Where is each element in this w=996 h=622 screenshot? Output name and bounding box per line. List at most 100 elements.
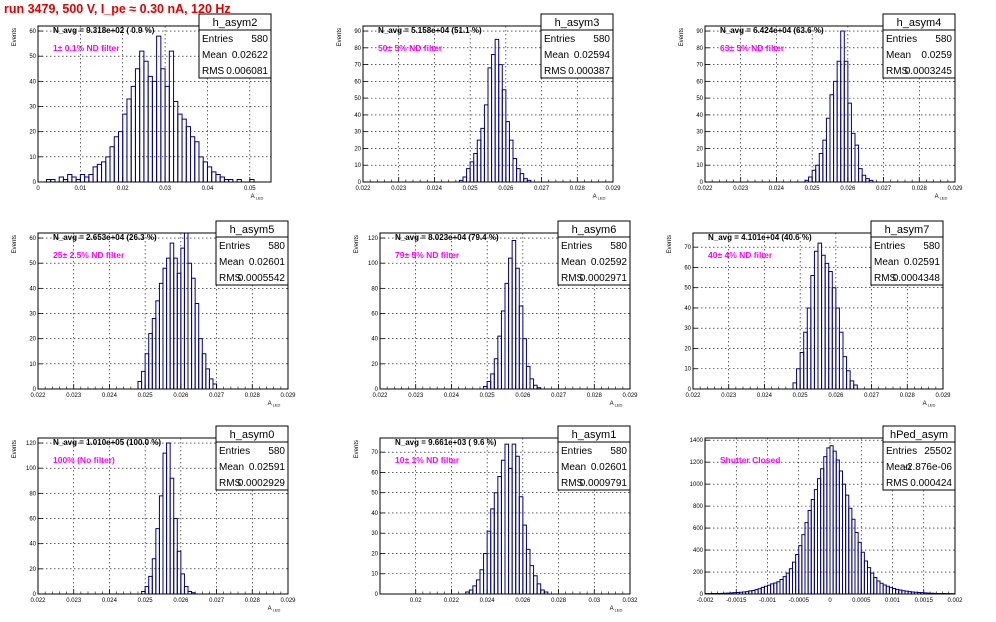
stats-value: 0.0002929: [238, 478, 286, 489]
stats-box: h_asym3 Entries 580 Mean 0.02594 RMS 0.000387: [540, 13, 614, 79]
x-tick-label: 0.027: [864, 393, 880, 399]
x-tick-label: 0.022: [30, 393, 46, 399]
stats-box-title: h_asym7: [885, 224, 930, 236]
x-tick-label: 0.032: [622, 598, 638, 604]
x-tick-label: 0.022: [685, 393, 701, 399]
stats-value: 580: [268, 446, 285, 457]
y-tick-label: 60: [29, 29, 36, 35]
y-tick-label: 50: [29, 261, 36, 267]
y-tick-label: 50: [696, 96, 703, 102]
stats-key: RMS: [874, 273, 897, 284]
x-tick-label: 0.023: [733, 186, 749, 192]
y-axis: 0 20 40 60 80 100 120: [26, 441, 43, 598]
y-tick-label: 40: [684, 306, 691, 312]
x-tick-label: 0.023: [408, 393, 424, 399]
x-axis: 0.022 0.023 0.024 0.025 0.026 0.027 0.028 0.029: [697, 177, 963, 192]
y-tick-label: 60: [684, 265, 691, 271]
stats-key: Entries: [561, 446, 592, 457]
y-axis-label: Events: [12, 235, 18, 253]
y-tick-label: 60: [29, 517, 36, 523]
y-tick-label: 70: [684, 245, 691, 251]
x-tick-label: 0.028: [245, 393, 261, 399]
y-tick-label: 120: [368, 236, 379, 242]
x-tick-label: 0.002: [947, 598, 963, 604]
stats-box-title: h_asym3: [555, 17, 600, 29]
x-tick-label: 0.023: [721, 393, 737, 399]
y-tick-label: 0: [33, 387, 37, 393]
y-tick-label: 1400: [690, 438, 704, 444]
x-tick-label: 0.024: [102, 598, 118, 604]
n-avg-label: N_avg = 2.653e+04 (26.3 %): [53, 233, 157, 242]
stats-value: 580: [923, 241, 940, 252]
n-avg-label: N_avg = 4.101e+04 (40.6 %): [708, 233, 812, 242]
stats-value: 580: [251, 34, 268, 45]
x-tick-label: 0.026: [515, 393, 531, 399]
y-tick-label: 120: [26, 441, 37, 447]
stats-value: 0.006081: [226, 66, 268, 77]
x-tick-label: 0.02: [410, 598, 422, 604]
y-tick-label: 0: [358, 180, 362, 186]
x-tick-label: 0.026: [828, 393, 844, 399]
stats-value: 0.0259: [921, 50, 952, 61]
x-tick-label: 0.027: [876, 186, 892, 192]
stats-value: 580: [593, 34, 610, 45]
stats-value: 0.02591: [904, 257, 941, 268]
stats-key: Mean: [561, 257, 586, 268]
histogram-bin: [180, 573, 185, 594]
x-axis: 0.022 0.023 0.024 0.025 0.026 0.027 0.028 0.029: [30, 589, 296, 604]
n-avg-label: N_avg = 1.010e+05 (100.0 %): [53, 438, 161, 447]
histogram-bin: [854, 144, 860, 182]
y-tick-label: 80: [354, 46, 361, 52]
y-axis: 0 200 400 600 800 1000 1200 1400: [690, 438, 710, 598]
filter-label: 79± 5% ND filter: [395, 250, 460, 260]
stats-box-title: h_asym0: [230, 429, 275, 441]
x-tick-label: 0.026: [515, 598, 531, 604]
y-tick-label: 0: [700, 592, 704, 598]
y-tick-label: 50: [684, 286, 691, 292]
y-axis-label: Events: [12, 440, 18, 458]
histogram-bins: [458, 38, 532, 182]
y-tick-label: 30: [29, 105, 36, 111]
x-tick-label: 0.029: [280, 598, 296, 604]
y-axis-label: Events: [354, 235, 360, 253]
y-tick-label: 20: [29, 337, 36, 343]
y-tick-label: 60: [371, 470, 378, 476]
filter-label: 25± 2.5% ND filter: [53, 250, 125, 260]
y-axis: 0 20 40 60 80 100 120: [368, 236, 385, 393]
y-tick-label: 60: [696, 79, 703, 85]
stats-value: 0.02601: [249, 257, 286, 268]
n-avg-label: N_avg = 6.424e+04 (63.6 %): [720, 26, 824, 35]
x-axis-label: ALED: [593, 194, 606, 201]
x-tick-label: 0.026: [173, 598, 189, 604]
histogram-bin: [176, 550, 182, 594]
y-tick-label: 0: [688, 387, 692, 393]
stats-key: Entries: [219, 241, 250, 252]
y-tick-label: 30: [696, 130, 703, 136]
x-tick-label: 0.028: [900, 393, 916, 399]
stats-box-frame: [540, 13, 614, 79]
stats-box-title: hPed_asym: [890, 429, 948, 441]
x-axis-label: ALED: [935, 194, 948, 201]
y-tick-label: 10: [684, 367, 691, 373]
y-tick-label: 80: [29, 491, 36, 497]
x-tick-label: 0.029: [605, 186, 621, 192]
stats-key: Mean: [874, 257, 899, 268]
y-tick-label: 20: [371, 551, 378, 557]
y-tick-label: 50: [354, 96, 361, 102]
plot-frame: [37, 25, 272, 183]
stats-value: 0.0004348: [893, 273, 941, 284]
x-tick-label: -0.002: [696, 598, 714, 604]
x-tick-label: 0.027: [209, 393, 225, 399]
histogram-bins: [804, 30, 874, 182]
stats-box-frame: [882, 425, 956, 491]
x-tick-label: 0.0015: [915, 598, 934, 604]
x-tick-label: 0.028: [587, 393, 603, 399]
stats-key: Entries: [874, 241, 905, 252]
